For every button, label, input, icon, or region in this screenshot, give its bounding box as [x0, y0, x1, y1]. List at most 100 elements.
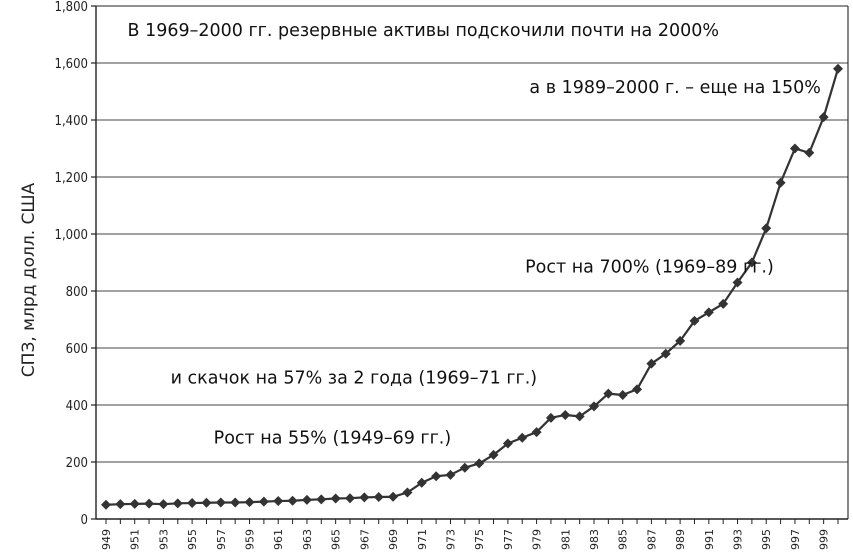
x-tick-label: 949 — [100, 529, 113, 550]
data-point — [646, 358, 657, 369]
x-tick-label: 977 — [502, 529, 515, 550]
data-point — [775, 177, 786, 188]
data-point — [545, 412, 556, 423]
data-point — [258, 496, 269, 507]
x-tick-label: 969 — [387, 529, 400, 550]
x-tick-label: 975 — [473, 529, 486, 550]
data-point — [172, 498, 183, 509]
y-tick-label: 1,800 — [55, 0, 88, 15]
x-tick-label: 997 — [789, 529, 802, 550]
data-point — [287, 495, 298, 506]
data-point — [316, 494, 327, 505]
annotation: Рост на 700% (1969–89 гг.) — [525, 257, 774, 277]
x-tick-label: 971 — [416, 529, 429, 550]
data-point — [732, 277, 743, 288]
y-tick-label: 800 — [66, 285, 88, 300]
data-point — [230, 497, 241, 508]
x-tick-label: 963 — [301, 529, 314, 550]
data-point — [101, 499, 111, 510]
x-tick-label: 993 — [732, 529, 745, 550]
x-tick-labels: 949 951 953 955 957 959 961 963 965 967 969 971 973 9… — [100, 529, 831, 550]
grid — [96, 5, 848, 463]
data-point — [359, 492, 370, 503]
data-point — [517, 432, 528, 443]
data-point — [502, 438, 513, 449]
x-tick-label: 961 — [272, 529, 285, 550]
y-tick-label: 1,200 — [55, 171, 88, 186]
data-point — [330, 493, 341, 504]
data-point — [675, 335, 686, 346]
data-point — [833, 63, 843, 74]
data-point — [531, 427, 542, 438]
data-point — [617, 390, 628, 401]
data-point — [574, 411, 585, 422]
x-tick-label: 967 — [358, 529, 371, 550]
data-point — [215, 497, 226, 508]
data-point — [388, 491, 399, 502]
data-point — [459, 462, 470, 473]
x-tick-label: 979 — [531, 529, 544, 550]
y-tick-label: 1,400 — [55, 114, 88, 129]
data-point — [761, 223, 772, 234]
data-point — [603, 388, 614, 399]
x-tick-label: 957 — [215, 529, 228, 550]
axes — [91, 5, 849, 524]
x-tick-label: 973 — [444, 529, 457, 550]
data-point — [703, 307, 714, 318]
data-point — [416, 477, 427, 488]
data-point — [789, 143, 800, 154]
y-tick-label: 400 — [66, 399, 88, 414]
annotation: и скачок на 57% за 2 года (1969–71 гг.) — [171, 369, 538, 389]
y-tick-label: 600 — [66, 342, 88, 357]
data-point — [589, 401, 599, 412]
x-tick-label: 989 — [674, 529, 687, 550]
y-tick-labels: 0 200 400 600 800 1,000 1,200 1,400 1,600 1,800 — [55, 0, 88, 528]
x-tick-label: 987 — [645, 529, 658, 550]
annotation: В 1969–2000 гг. резервные активы подскоч… — [128, 21, 719, 41]
data-point — [746, 257, 757, 268]
data-point — [689, 315, 700, 326]
annotations: В 1969–2000 гг. резервные активы подскоч… — [128, 21, 821, 449]
data-point — [560, 409, 571, 420]
data-point — [158, 499, 169, 510]
x-tick-label: 983 — [588, 529, 601, 550]
y-tick-label: 0 — [81, 513, 88, 528]
data-point — [301, 494, 312, 505]
data-point — [718, 298, 729, 309]
data-point — [804, 147, 815, 158]
data-point — [474, 458, 485, 469]
data-point — [144, 498, 155, 509]
data-point — [632, 384, 643, 395]
data-point — [488, 449, 499, 460]
data-point — [445, 469, 456, 480]
x-tick-label: 985 — [617, 529, 630, 550]
x-tick-label: 981 — [559, 529, 572, 550]
data-point — [660, 348, 671, 359]
data-point — [244, 497, 255, 508]
data-point — [373, 492, 384, 503]
data-point — [345, 493, 355, 504]
y-axis-label: СПЗ, млрд долл. США — [19, 182, 39, 377]
series-line — [105, 68, 840, 506]
data-point — [187, 498, 198, 509]
annotation: а в 1989–2000 г. – еще на 150% — [529, 78, 821, 98]
annotation: Рост на 55% (1949–69 гг.) — [214, 428, 452, 448]
y-tick-label: 1,000 — [55, 228, 88, 243]
data-point — [129, 498, 140, 509]
data-point — [431, 471, 442, 482]
data-point — [273, 496, 284, 507]
data-point — [818, 112, 829, 123]
x-tick-label: 991 — [703, 529, 716, 550]
data-point — [115, 499, 126, 510]
x-tick-label: 965 — [330, 529, 343, 550]
x-tick-label: 999 — [818, 529, 831, 550]
y-tick-label: 200 — [66, 456, 88, 471]
y-tick-label: 1,600 — [55, 57, 88, 72]
x-tick-label: 955 — [186, 529, 199, 550]
x-tick-label: 951 — [129, 529, 142, 550]
data-point — [402, 487, 413, 498]
x-tick-label: 995 — [760, 529, 773, 550]
x-tick-label: 953 — [157, 529, 170, 550]
